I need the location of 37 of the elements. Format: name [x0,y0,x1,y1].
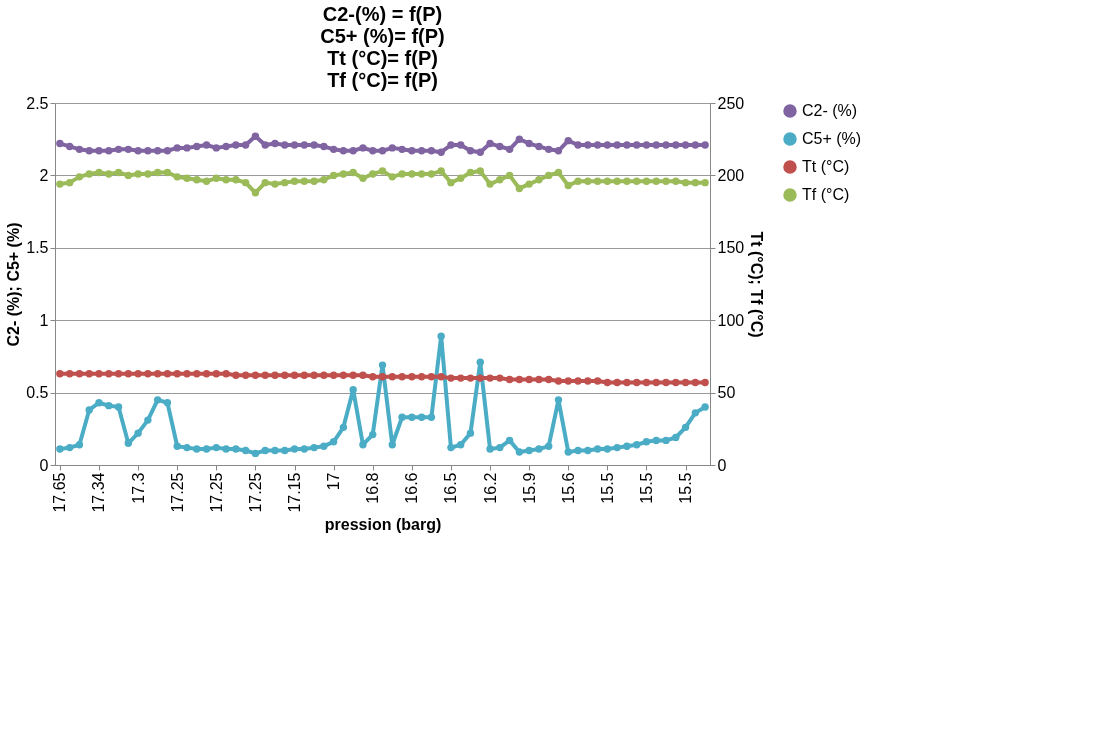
y-tick-label: 0.5 [26,384,49,402]
legend-label: Tf (°C) [802,186,850,203]
y2-tick-label: 0 [717,456,727,474]
y-tick-label: 2 [39,166,49,184]
y2-tick-label: 50 [717,384,736,402]
x-tick-label: 17.25 [168,472,186,513]
x-tick-label: 15.5 [677,472,695,504]
x-axis-title: pression (barg) [324,515,442,533]
legend-label: C2- (%) [802,102,858,119]
y-tick-label: 1.5 [26,239,49,257]
x-tick-label: 16.5 [442,472,460,504]
legend-label: Tt (°C) [802,158,850,175]
y2-tick-label: 100 [717,311,745,329]
x-tick-label: 17.3 [129,472,147,504]
x-tick-label: 15.5 [598,472,616,504]
x-tick-label: 17.25 [207,472,225,513]
x-tick-label: 17.25 [246,472,264,513]
x-tick-label: 15.6 [559,472,577,504]
x-tick-label: 15.5 [637,472,655,504]
x-tick-label: 16.6 [403,472,421,504]
y2-tick-label: 200 [717,166,745,184]
x-tick-label: 17.34 [90,472,108,513]
x-tick-label: 17.65 [51,472,69,513]
x-tick-label: 16.8 [364,472,382,504]
y-tick-label: 0 [39,456,49,474]
y-tick-label: 1 [39,311,49,329]
x-tick-label: 16.2 [481,472,499,504]
y-tick-label: 2.5 [26,94,49,112]
x-tick-label: 17 [325,472,343,491]
y2-tick-label: 150 [717,239,745,257]
chart-title: C2-(%) = f(P) C5+ (%)= f(P) Tt (°C)= f(P) Tf (°C)= f(P) [320,3,445,91]
y-axis-title: C2- (%); C5+ (%) [5,222,23,347]
y2-tick-label: 250 [717,94,745,112]
legend-label: C5+ (%) [802,130,862,147]
x-tick-label: 15.9 [520,472,538,504]
x-tick-label: 17.15 [286,472,304,513]
y2-axis-title: Tt (°C); Tf (°C) [748,231,766,338]
